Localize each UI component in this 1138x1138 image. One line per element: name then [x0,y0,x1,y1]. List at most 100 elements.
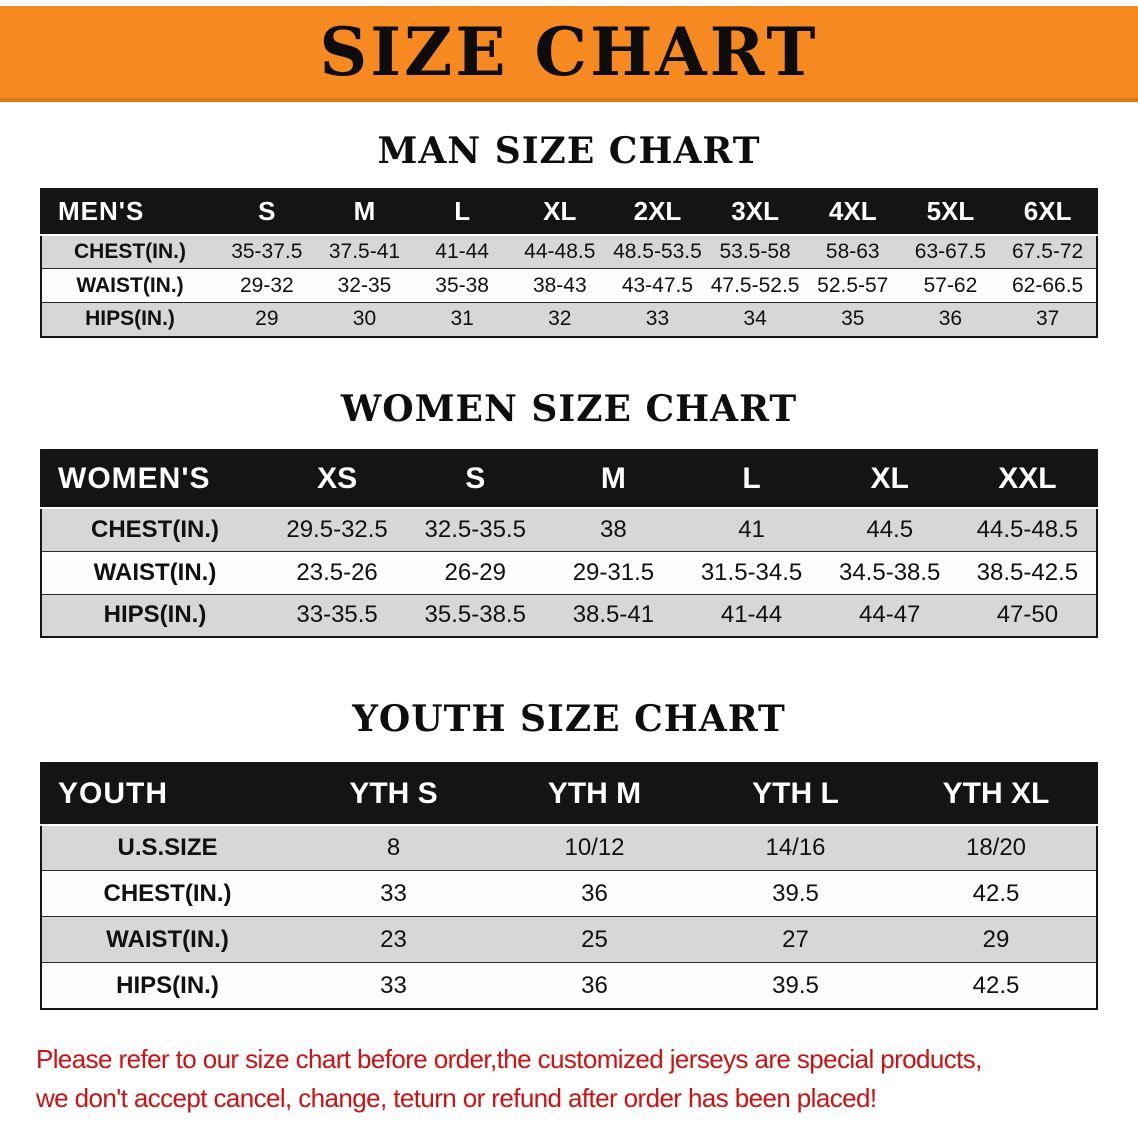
value-cell: 35-37.5 [231,239,303,263]
row-label-cell: WAIST(IN.) [106,925,229,953]
header-row: MEN'S S M L XL 2XL 3XL 4XL 5XL 6XL [41,188,1097,236]
size-header-cell: XS [268,450,407,510]
value-cell: 30 [352,307,377,331]
women-size-table: WOMEN'S XS S M L XL XXL CHEST(IN.) 29.5-32.5 32.5… [40,449,1098,639]
value-cell: 41 [738,515,765,543]
value-cell: 42.5 [972,971,1020,999]
size-header-cell: YTH S [293,762,494,826]
value-cell: 33 [380,971,407,999]
size-header-cell: XL [510,188,609,236]
man-size-table: MEN'S S M L XL 2XL 3XL 4XL 5XL 6XL CHEST(IN.) 35-37… [40,187,1098,338]
value-cell: 53.5-58 [719,239,791,263]
value-cell: 44.5 [866,515,914,543]
disclaimer-line-1: Please refer to our size chart before or… [36,1043,982,1074]
value-cell: 25 [581,925,608,953]
size-header-cell: 5XL [901,188,1000,236]
value-cell: 32.5-35.5 [424,515,526,543]
value-cell: 38-43 [532,273,587,297]
value-cell: 38 [600,515,627,543]
size-chart-banner: SIZE CHART [0,6,1138,102]
disclaimer-line-2: we don't accept cancel, change, teturn o… [36,1082,877,1113]
disclaimer-text: Please refer to our size chart before or… [0,1040,1138,1118]
row-label-cell: CHEST(IN.) [74,239,186,263]
table-row: HIPS(IN.) 33 36 39.5 42.5 [41,962,1097,1009]
value-cell: 33-35.5 [296,601,378,629]
size-header-cell: S [218,188,316,236]
size-header-cell: 6XL [999,188,1097,236]
value-cell: 10/12 [564,834,625,862]
value-cell: 14/16 [765,834,826,862]
banner-title: SIZE CHART [319,13,819,91]
value-cell: 23 [380,925,407,953]
youth-size-table: YOUTH YTH S YTH M YTH L YTH XL U.S.SIZE 8 10/12… [40,761,1098,1010]
value-cell: 36 [938,307,963,331]
size-header-cell: YTH M [494,762,695,826]
value-cell: 36 [581,971,608,999]
table-row: CHEST(IN.) 35-37.5 37.5-41 41-44 44-48.5 48.5… [41,234,1097,269]
size-header-cell: L [413,188,511,236]
row-label-cell: HIPS(IN.) [116,971,219,999]
value-cell: 43-47.5 [621,273,694,297]
value-cell: 48.5-53.5 [613,239,702,263]
value-cell: 35 [841,307,865,331]
row-label-cell: HIPS(IN.) [85,307,175,331]
value-cell: 62-66.5 [1012,273,1084,297]
size-header-cell: YTH L [695,762,896,826]
size-header-cell: 2XL [608,188,707,236]
value-cell: 37.5-41 [328,239,401,263]
table-row: WAIST(IN.) 23 25 27 29 [41,916,1097,963]
size-header-cell: 3XL [706,188,804,236]
value-cell: 44-48.5 [524,239,596,263]
value-cell: 33 [645,307,670,331]
size-header-cell: M [544,450,683,510]
youth-section-heading: YOUTH SIZE CHART [352,698,786,741]
value-cell: 41-44 [720,601,783,629]
value-cell: 41-44 [435,239,489,263]
value-cell: 27 [782,925,809,953]
value-cell: 31.5-34.5 [700,558,803,586]
value-cell: 47.5-52.5 [710,273,800,297]
table-title-cell: MEN'S [41,188,218,236]
value-cell: 39.5 [772,971,819,999]
value-cell: 31 [450,307,474,331]
table-row: WAIST(IN.) 29-32 32-35 35-38 38-43 43-47.5 47.… [41,268,1097,303]
table-row: WAIST(IN.) 23.5-26 26-29 29-31.5 31.5-34.5 34… [41,551,1097,595]
table-title-cell: WOMEN'S [41,450,268,510]
table-row: HIPS(IN.) 29 30 31 32 33 34 35 36 37 [41,302,1097,337]
table-row: CHEST(IN.) 33 36 39.5 42.5 [41,870,1097,917]
row-label-cell: CHEST(IN.) [91,515,219,543]
header-row: WOMEN'S XS S M L XL XXL [41,450,1097,510]
value-cell: 32 [548,307,572,331]
value-cell: 29-32 [239,273,294,297]
value-cell: 38.5-42.5 [976,558,1079,586]
value-cell: 44-47 [859,601,921,629]
value-cell: 42.5 [972,879,1020,907]
size-header-cell: XXL [958,450,1097,510]
size-header-cell: XL [820,450,959,510]
size-header-cell: YTH XL [896,762,1097,826]
value-cell: 52.5-57 [817,273,889,297]
value-cell: 33 [380,879,407,907]
table-row: HIPS(IN.) 33-35.5 35.5-38.5 38.5-41 41-44 44-… [41,594,1097,638]
value-cell: 29 [255,307,279,331]
value-cell: 26-29 [444,558,506,586]
table-row: U.S.SIZE 8 10/12 14/16 18/20 [41,824,1097,871]
value-cell: 36 [581,879,608,907]
row-label-cell: WAIST(IN.) [93,558,217,586]
value-cell: 44.5-48.5 [976,515,1079,543]
size-header-cell: M [315,188,414,236]
value-cell: 35.5-38.5 [424,601,526,629]
value-cell: 57-62 [923,273,978,297]
table-row: CHEST(IN.) 29.5-32.5 32.5-35.5 38 41 44.5 44.5… [41,508,1097,552]
value-cell: 8 [386,834,401,862]
value-cell: 67.5-72 [1012,239,1084,263]
row-label-cell: HIPS(IN.) [103,601,207,629]
table-title-cell: YOUTH [41,762,293,826]
value-cell: 38.5-41 [572,601,655,629]
value-cell: 29 [982,925,1010,953]
women-section-heading: WOMEN SIZE CHART [340,387,798,430]
value-cell: 18/20 [965,834,1027,862]
size-header-cell: S [406,450,545,510]
row-label-cell: WAIST(IN.) [76,273,184,297]
man-section-heading: MAN SIZE CHART [377,130,761,172]
